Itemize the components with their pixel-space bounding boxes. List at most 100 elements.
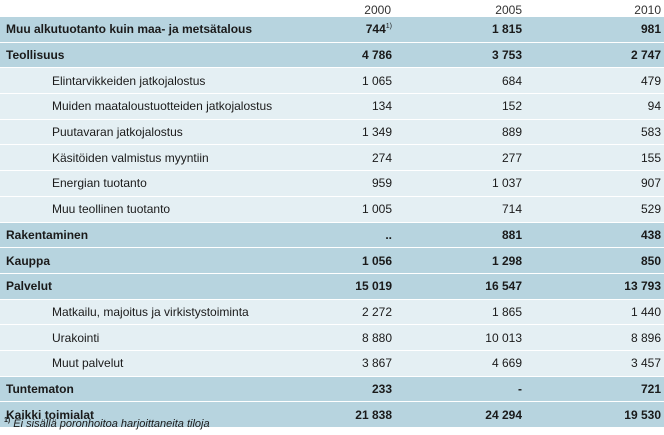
- value-2000-text: 1 056: [361, 253, 392, 268]
- value-2000: 274: [280, 144, 394, 172]
- footnote-ref: 1): [385, 23, 392, 31]
- table-row: Elintarvikkeiden jatkojalostus 1 065 684 47…: [0, 67, 664, 95]
- row-label: Kauppa: [0, 247, 280, 274]
- value-2005: 10 013: [394, 324, 525, 351]
- value-2010: 438: [525, 222, 664, 249]
- table-row: Muu teollinen tuotanto 1 005 714 529: [0, 196, 664, 223]
- value-2010: 529: [525, 196, 664, 223]
- value-2005: 881: [394, 222, 525, 249]
- value-2000-text: 1 349: [361, 125, 392, 140]
- value-2000: 959: [280, 170, 394, 197]
- value-2005: 4 669: [394, 350, 525, 377]
- row-label: Rakentaminen: [0, 222, 280, 249]
- row-label: Palvelut: [0, 273, 280, 300]
- table-row: Teollisuus 4 786 3 753 2 747: [0, 42, 664, 69]
- value-2000-text: 21 838: [355, 407, 392, 422]
- header-row: 2000 2005 2010: [0, 0, 664, 17]
- table-row: Puutavaran jatkojalostus 1 349 889 583: [0, 119, 664, 146]
- value-2000-text: ..: [385, 227, 392, 242]
- value-2010: 19 530: [525, 401, 664, 428]
- value-2000-text: 1 005: [361, 202, 392, 217]
- header-year-2010: 2010: [525, 0, 664, 17]
- row-label: Matkailu, majoitus ja virkistystoiminta: [0, 299, 280, 326]
- value-2005: 277: [394, 144, 525, 172]
- value-2000: 15 019: [280, 273, 394, 300]
- value-2005: 889: [394, 119, 525, 146]
- value-2000: 2 272: [280, 299, 394, 326]
- table-row: Tuntematon 233-721: [0, 376, 664, 403]
- value-2000-text: 744: [365, 22, 386, 37]
- value-2000-text: 8 880: [361, 330, 392, 345]
- footnote-text: Ei sisällä poronhoitoa harjoittaneita ti…: [13, 418, 210, 430]
- value-2010: 479: [525, 67, 664, 95]
- row-label: Tuntematon: [0, 376, 280, 403]
- row-label: Elintarvikkeiden jatkojalostus: [0, 67, 280, 95]
- value-2000: 4 786: [280, 42, 394, 69]
- value-2000-text: 15 019: [355, 279, 392, 294]
- row-label: Energian tuotanto: [0, 170, 280, 197]
- row-label: Urakointi: [0, 324, 280, 351]
- value-2000-text: 1 065: [361, 73, 392, 88]
- value-2010: 2 747: [525, 42, 664, 69]
- value-2005: -: [394, 376, 525, 403]
- value-2000-text: 274: [371, 150, 392, 165]
- row-label: Käsitöiden valmistus myyntiin: [0, 144, 280, 172]
- row-label: Muiden maataloustuotteiden jatkojalostus: [0, 93, 280, 120]
- value-2010: 721: [525, 376, 664, 403]
- table-row: Kaikki toimialat 21 838 24 294 19 530: [0, 401, 664, 428]
- table-row: Rakentaminen.. 881 438: [0, 222, 664, 249]
- value-2000: 1 056: [280, 247, 394, 274]
- header-year-2000: 2000: [280, 0, 394, 17]
- header-label-cell: [0, 0, 280, 17]
- row-label: Teollisuus: [0, 42, 280, 69]
- value-2010: 8 896: [525, 324, 664, 351]
- value-2005: 1 865: [394, 299, 525, 326]
- table-row: Käsitöiden valmistus myyntiin 274 277 155: [0, 144, 664, 172]
- value-2005: 1 298: [394, 247, 525, 274]
- value-2005: 1 815: [394, 17, 525, 43]
- table-row: Energian tuotanto 959 1 037 907: [0, 170, 664, 197]
- value-2000: 134: [280, 93, 394, 120]
- value-2010: 907: [525, 170, 664, 197]
- table-row: Matkailu, majoitus ja virkistystoiminta 2…: [0, 299, 664, 326]
- value-2000: ..: [280, 222, 394, 249]
- value-2000: 8 880: [280, 324, 394, 351]
- value-2010: 13 793: [525, 273, 664, 300]
- table-row: Urakointi 8 880 10 013 8 896: [0, 324, 664, 351]
- value-2005: 714: [394, 196, 525, 223]
- value-2000: 1 005: [280, 196, 394, 223]
- footnote: 1) Ei sisällä poronhoitoa harjoittaneita…: [4, 417, 210, 430]
- footnote-marker: 1): [4, 417, 11, 424]
- value-2000-text: 2 272: [361, 304, 392, 319]
- value-2000: 3 867: [280, 350, 394, 377]
- value-2005: 16 547: [394, 273, 525, 300]
- value-2000: 1 065: [280, 67, 394, 95]
- value-2010: 94: [525, 93, 664, 120]
- table-row: Muut palvelut 3 867 4 669 3 457: [0, 350, 664, 377]
- row-label: Muu alkutuotanto kuin maa- ja metsätalou…: [0, 17, 280, 43]
- value-2010: 155: [525, 144, 664, 172]
- value-2010: 850: [525, 247, 664, 274]
- value-2000: 233: [280, 376, 394, 403]
- row-label: Muu teollinen tuotanto: [0, 196, 280, 223]
- value-2000: 7441): [280, 17, 394, 43]
- row-label: Muut palvelut: [0, 350, 280, 377]
- header-year-2005: 2005: [394, 0, 525, 17]
- row-label: Kaikki toimialat: [0, 401, 280, 428]
- table-row: Palvelut 15 019 16 547 13 793: [0, 273, 664, 300]
- table-row: Kauppa 1 056 1 298 850: [0, 247, 664, 274]
- value-2000-text: 959: [371, 176, 392, 191]
- value-2000-text: 134: [371, 99, 392, 114]
- value-2005: 684: [394, 67, 525, 95]
- value-2005: 152: [394, 93, 525, 120]
- table-row: Muu alkutuotanto kuin maa- ja metsätalou…: [0, 17, 664, 43]
- value-2000: 21 838: [280, 401, 394, 428]
- table-row: Muiden maataloustuotteiden jatkojalostus…: [0, 93, 664, 120]
- value-2010: 981: [525, 17, 664, 43]
- value-2000-text: 4 786: [361, 48, 392, 63]
- value-2000: 1 349: [280, 119, 394, 146]
- value-2005: 24 294: [394, 401, 525, 428]
- value-2000-text: 233: [371, 381, 392, 396]
